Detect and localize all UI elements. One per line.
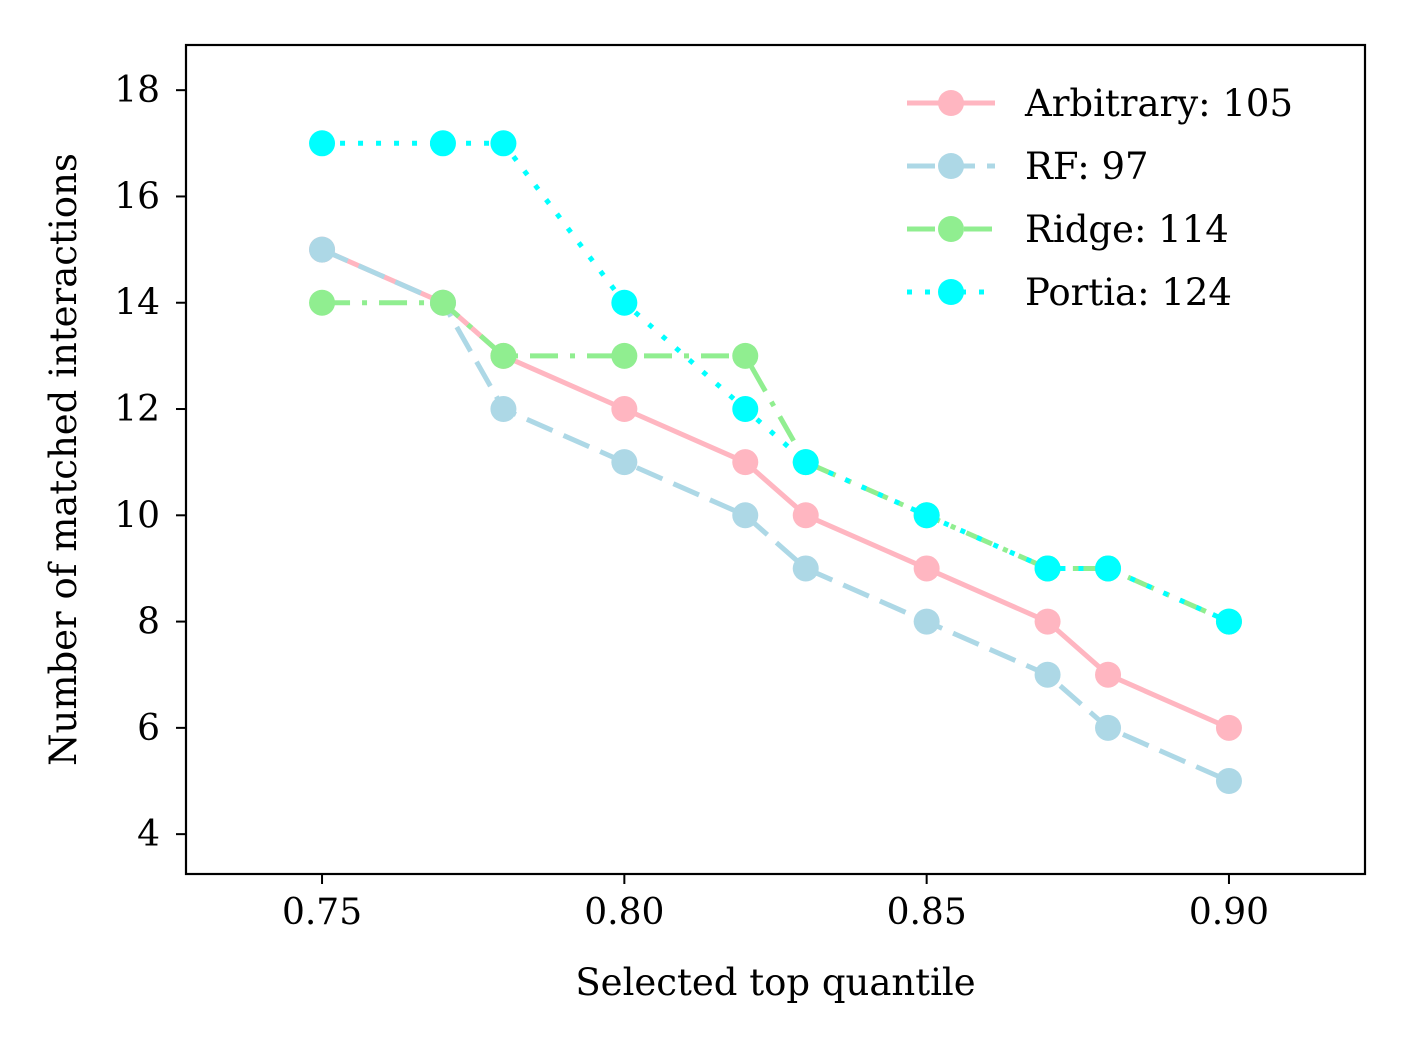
legend-label: Portia: 124 xyxy=(1025,271,1232,314)
data-point xyxy=(1095,661,1122,688)
y-tick-label: 6 xyxy=(137,708,160,749)
data-point xyxy=(913,555,940,582)
series-line xyxy=(322,300,1230,624)
data-point xyxy=(429,289,456,316)
legend-item: Ridge: 114 xyxy=(907,208,1229,251)
data-point xyxy=(611,449,638,476)
y-tick-label: 12 xyxy=(114,389,160,430)
data-point xyxy=(1095,555,1122,582)
data-point xyxy=(490,130,517,157)
legend-marker xyxy=(938,90,964,116)
y-axis: 4 6 8 10 12 14 16 18 xyxy=(114,70,186,855)
data-point xyxy=(1095,714,1122,741)
data-point xyxy=(913,608,940,635)
data-point xyxy=(429,130,456,157)
legend-marker xyxy=(938,216,964,242)
legend: Arbitrary: 105 RF: 97 Ridge: 114 Portia: 12… xyxy=(907,82,1293,314)
series-2 xyxy=(309,289,1242,635)
data-point xyxy=(913,502,940,529)
legend-label: RF: 97 xyxy=(1025,145,1149,188)
data-point xyxy=(732,396,759,423)
data-point xyxy=(792,502,819,529)
series-line xyxy=(321,247,1230,731)
y-tick-label: 18 xyxy=(114,70,160,111)
legend-marker xyxy=(938,153,964,179)
data-point xyxy=(1215,768,1242,795)
y-tick-label: 14 xyxy=(114,283,160,324)
y-axis-label: Number of matched interactions xyxy=(42,153,85,766)
data-point xyxy=(732,449,759,476)
legend-item: Arbitrary: 105 xyxy=(907,82,1293,125)
y-tick-label: 16 xyxy=(114,176,160,217)
legend-label: Ridge: 114 xyxy=(1025,208,1229,251)
series-line xyxy=(321,247,1230,784)
data-point xyxy=(490,342,517,369)
data-point xyxy=(309,236,336,263)
y-tick-label: 4 xyxy=(137,814,160,855)
data-point xyxy=(309,289,336,316)
legend-label: Arbitrary: 105 xyxy=(1024,82,1293,125)
data-point xyxy=(1034,608,1061,635)
y-tick-label: 8 xyxy=(137,602,160,643)
series-layer xyxy=(309,130,1242,795)
data-point xyxy=(1034,555,1061,582)
x-tick-label: 0.85 xyxy=(887,892,967,933)
x-tick-label: 0.90 xyxy=(1189,892,1269,933)
data-point xyxy=(611,289,638,316)
data-point xyxy=(1215,714,1242,741)
series-1 xyxy=(309,236,1242,795)
data-point xyxy=(1034,661,1061,688)
x-axis-label: Selected top quantile xyxy=(575,961,975,1004)
data-point xyxy=(611,396,638,423)
data-point xyxy=(611,342,638,369)
data-point xyxy=(732,342,759,369)
legend-item: RF: 97 xyxy=(907,145,1149,188)
data-point xyxy=(792,449,819,476)
x-tick-label: 0.80 xyxy=(584,892,664,933)
data-point xyxy=(309,130,336,157)
plot-frame xyxy=(184,43,1367,876)
y-tick-label: 10 xyxy=(114,495,160,536)
data-point xyxy=(792,555,819,582)
data-point xyxy=(490,396,517,423)
data-point xyxy=(732,502,759,529)
x-axis: 0.75 0.80 0.85 0.90 xyxy=(282,874,1269,933)
legend-marker xyxy=(938,279,964,305)
x-tick-label: 0.75 xyxy=(282,892,362,933)
series-3 xyxy=(309,130,1242,635)
data-point xyxy=(1215,608,1242,635)
legend-item: Portia: 124 xyxy=(907,271,1232,314)
